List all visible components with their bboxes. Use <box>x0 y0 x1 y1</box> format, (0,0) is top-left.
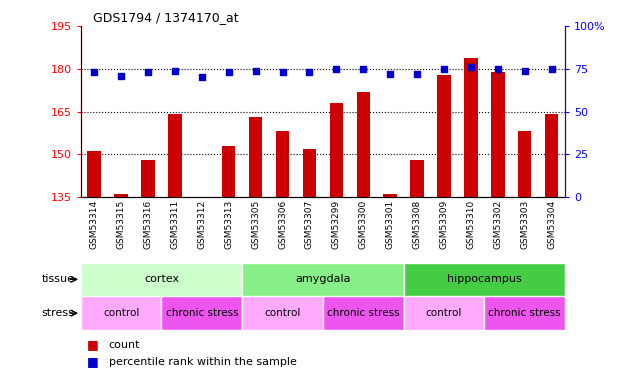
Text: control: control <box>103 308 139 318</box>
Text: control: control <box>426 308 462 318</box>
Point <box>170 68 180 74</box>
Point <box>439 66 449 72</box>
Bar <box>383 194 397 375</box>
Text: ■: ■ <box>87 339 99 351</box>
Bar <box>142 160 155 375</box>
Point <box>546 66 556 72</box>
Bar <box>114 194 128 375</box>
Bar <box>484 296 565 330</box>
Text: GSM53309: GSM53309 <box>440 200 448 249</box>
Point <box>520 68 530 74</box>
Text: chronic stress: chronic stress <box>327 308 399 318</box>
Bar <box>404 262 565 296</box>
Bar <box>323 296 404 330</box>
Point <box>304 69 314 75</box>
Text: GSM53308: GSM53308 <box>412 200 422 249</box>
Point <box>412 71 422 77</box>
Text: GSM53301: GSM53301 <box>386 200 395 249</box>
Text: control: control <box>265 308 301 318</box>
Bar <box>404 296 484 330</box>
Bar <box>518 132 532 375</box>
Text: GSM53314: GSM53314 <box>89 200 99 249</box>
Text: chronic stress: chronic stress <box>489 308 561 318</box>
Bar <box>302 148 316 375</box>
Text: GSM53306: GSM53306 <box>278 200 287 249</box>
Bar <box>545 114 558 375</box>
Bar <box>242 262 404 296</box>
Point <box>89 69 99 75</box>
Text: GSM53316: GSM53316 <box>143 200 153 249</box>
Bar <box>464 57 478 375</box>
Point <box>197 74 207 81</box>
Text: GSM53315: GSM53315 <box>117 200 125 249</box>
Bar <box>195 197 209 375</box>
Bar <box>491 72 504 375</box>
Point <box>332 66 342 72</box>
Text: hippocampus: hippocampus <box>447 274 522 284</box>
Bar <box>437 75 451 375</box>
Bar <box>81 296 161 330</box>
Point <box>143 69 153 75</box>
Bar <box>276 132 289 375</box>
Bar <box>410 160 424 375</box>
Text: tissue: tissue <box>42 274 75 284</box>
Bar <box>330 103 343 375</box>
Bar <box>249 117 262 375</box>
Bar <box>222 146 235 375</box>
Text: GSM53307: GSM53307 <box>305 200 314 249</box>
Point <box>358 66 368 72</box>
Text: GSM53303: GSM53303 <box>520 200 529 249</box>
Bar <box>242 296 323 330</box>
Point <box>385 71 395 77</box>
Point <box>466 64 476 70</box>
Bar <box>168 114 181 375</box>
Text: count: count <box>109 340 140 350</box>
Text: chronic stress: chronic stress <box>166 308 238 318</box>
Text: percentile rank within the sample: percentile rank within the sample <box>109 357 297 367</box>
Bar <box>81 262 242 296</box>
Text: GSM53299: GSM53299 <box>332 200 341 249</box>
Bar <box>88 152 101 375</box>
Point <box>493 66 503 72</box>
Text: GDS1794 / 1374170_at: GDS1794 / 1374170_at <box>93 11 239 24</box>
Text: GSM53310: GSM53310 <box>466 200 476 249</box>
Text: GSM53312: GSM53312 <box>197 200 206 249</box>
Point <box>278 69 288 75</box>
Text: GSM53311: GSM53311 <box>170 200 179 249</box>
Bar <box>356 92 370 375</box>
Text: ■: ■ <box>87 356 99 368</box>
Point <box>116 73 126 79</box>
Bar <box>161 296 242 330</box>
Text: amygdala: amygdala <box>295 274 351 284</box>
Text: GSM53300: GSM53300 <box>359 200 368 249</box>
Text: stress: stress <box>42 308 75 318</box>
Text: GSM53302: GSM53302 <box>493 200 502 249</box>
Text: GSM53305: GSM53305 <box>251 200 260 249</box>
Text: cortex: cortex <box>144 274 179 284</box>
Point <box>224 69 233 75</box>
Text: GSM53313: GSM53313 <box>224 200 233 249</box>
Text: GSM53304: GSM53304 <box>547 200 556 249</box>
Point <box>251 68 261 74</box>
